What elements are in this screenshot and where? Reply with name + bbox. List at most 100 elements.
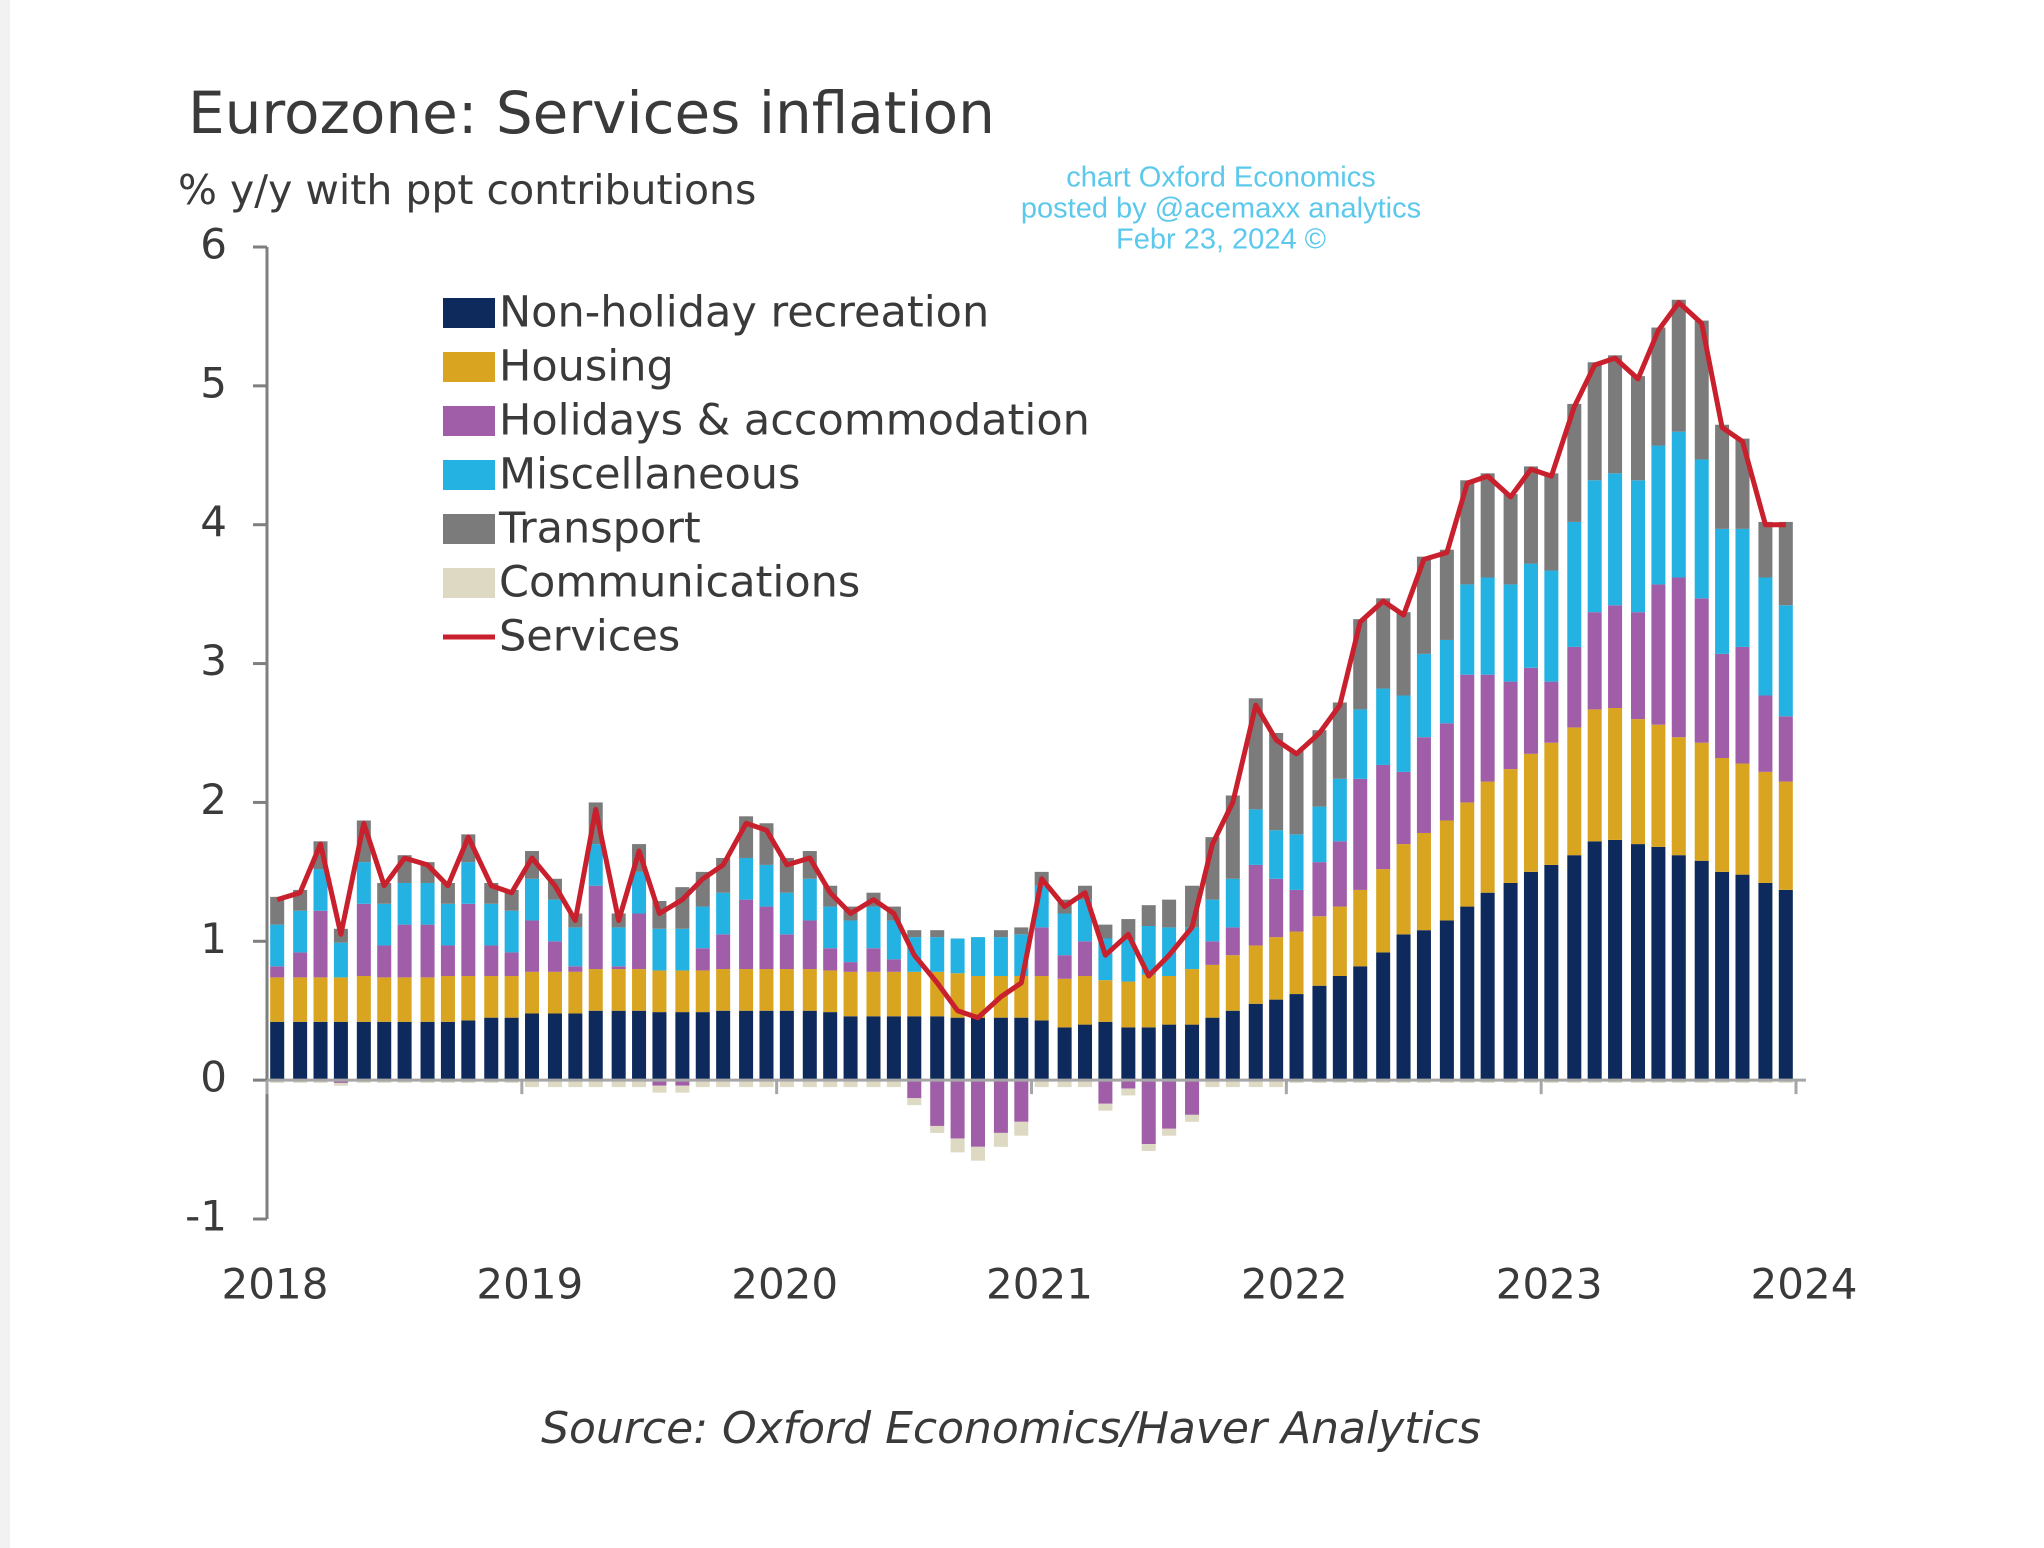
bar-segment <box>886 1016 901 1081</box>
bar-segment <box>652 970 667 1013</box>
bar-segment <box>440 882 455 904</box>
bar-segment <box>1694 860 1709 1081</box>
bar-segment <box>270 977 285 1022</box>
bar-segment <box>1078 941 1093 976</box>
bar-segment <box>823 970 838 1013</box>
bar-segment <box>1141 1144 1156 1151</box>
bar-segment <box>1121 981 1136 1028</box>
bar-segment <box>632 1080 647 1088</box>
bar-segment <box>1416 653 1431 738</box>
bar-segment <box>993 930 1008 938</box>
bar-segment <box>1332 906 1347 976</box>
bar-segment <box>843 920 858 963</box>
bar-segment <box>461 976 476 1021</box>
bar-segment <box>504 1017 519 1081</box>
bar-segment <box>1078 1024 1093 1081</box>
bar-segment <box>1671 855 1686 1081</box>
bar-segment <box>1078 976 1093 1025</box>
bar-segment <box>1185 1024 1200 1081</box>
source-note: Source: Oxford Economics/Haver Analytics <box>541 1403 1481 1454</box>
bar-segment <box>1098 1080 1113 1104</box>
bar-segment <box>420 924 435 978</box>
bar-segment <box>525 878 540 921</box>
legend-label: Non-holiday recreation <box>499 288 989 338</box>
bar-segment <box>333 942 348 978</box>
bar-segment <box>1715 871 1730 1081</box>
bar-segment <box>1078 1080 1093 1088</box>
bar-segment <box>779 969 794 1011</box>
bar-segment <box>739 969 754 1011</box>
bar-segment <box>1544 570 1559 682</box>
bar-segment <box>739 857 754 900</box>
y-tick-label: 3 <box>200 636 227 685</box>
bar-segment <box>1651 846 1666 1081</box>
bar-segment <box>1034 927 1049 976</box>
bar-segment <box>632 913 647 970</box>
bar-segment <box>1630 844 1646 1081</box>
legend-label: Services <box>499 612 680 662</box>
bar-segment <box>1057 913 1072 956</box>
bar-segment <box>484 976 499 1018</box>
legend-label: Communications <box>499 558 860 608</box>
bar-segment <box>1735 646 1750 764</box>
bar-segment <box>1332 778 1347 842</box>
bar-segment <box>1225 1080 1240 1088</box>
bar-segment <box>695 948 710 971</box>
bar-segment <box>1376 952 1391 1081</box>
bar-segment <box>504 910 519 953</box>
bar-segment <box>1332 841 1347 907</box>
bar-segment <box>1312 862 1327 917</box>
bar-segment <box>1778 521 1793 606</box>
bar-segment <box>1205 941 1220 965</box>
bar-segment <box>886 1080 901 1088</box>
bar-segment <box>886 959 901 972</box>
bar-segment <box>588 969 603 1011</box>
bar-segment <box>1162 1080 1177 1129</box>
y-tick-label: 2 <box>200 775 227 824</box>
bar-segment <box>907 1080 922 1099</box>
x-tick-label: 2018 <box>222 1260 329 1309</box>
bar-segment <box>1205 899 1220 942</box>
bar-segment <box>1312 985 1327 1081</box>
bar-segment <box>588 1010 603 1081</box>
legend-swatch <box>443 514 495 544</box>
bar-segment <box>440 903 455 946</box>
bar-segment <box>843 1080 858 1088</box>
bar-segment <box>1694 459 1709 599</box>
bar-segment <box>950 1138 965 1153</box>
bar-segment <box>779 1080 794 1088</box>
bar-segment <box>652 1080 667 1086</box>
x-tick-label: 2019 <box>476 1260 583 1309</box>
bar-segment <box>1608 473 1623 606</box>
bar-segment <box>547 1080 562 1088</box>
legend-label: Transport <box>498 504 701 554</box>
bar-segment <box>377 882 392 904</box>
bar-segment <box>1715 757 1730 872</box>
bar-segment <box>1523 563 1538 668</box>
bar-segment <box>1376 598 1391 689</box>
bar-segment <box>1353 966 1368 1081</box>
bar-segment <box>461 1020 476 1081</box>
bar-segment <box>1694 598 1709 743</box>
bar-segment <box>1353 778 1368 890</box>
legend-label: Miscellaneous <box>499 450 800 500</box>
bar-segment <box>377 945 392 978</box>
bar-segment <box>568 971 583 1014</box>
bar-segment <box>1567 403 1582 522</box>
bar-segment <box>1671 737 1686 856</box>
bar-segment <box>1162 1128 1177 1136</box>
bar-segment <box>1735 528 1750 647</box>
bar-segment <box>397 977 412 1022</box>
bar-segment <box>1630 719 1646 845</box>
x-tick-label: 2020 <box>731 1260 838 1309</box>
bar-segment <box>1121 939 1136 982</box>
bar-segment <box>1439 920 1454 1081</box>
bar-segment <box>1630 612 1646 720</box>
bar-segment <box>1651 327 1666 446</box>
bar-segment <box>1289 751 1304 835</box>
bar-segment <box>377 903 392 946</box>
bar-segment <box>930 1125 945 1133</box>
bar-segment <box>759 1080 774 1088</box>
bar-segment <box>716 934 731 970</box>
bar-segment <box>1416 556 1431 654</box>
